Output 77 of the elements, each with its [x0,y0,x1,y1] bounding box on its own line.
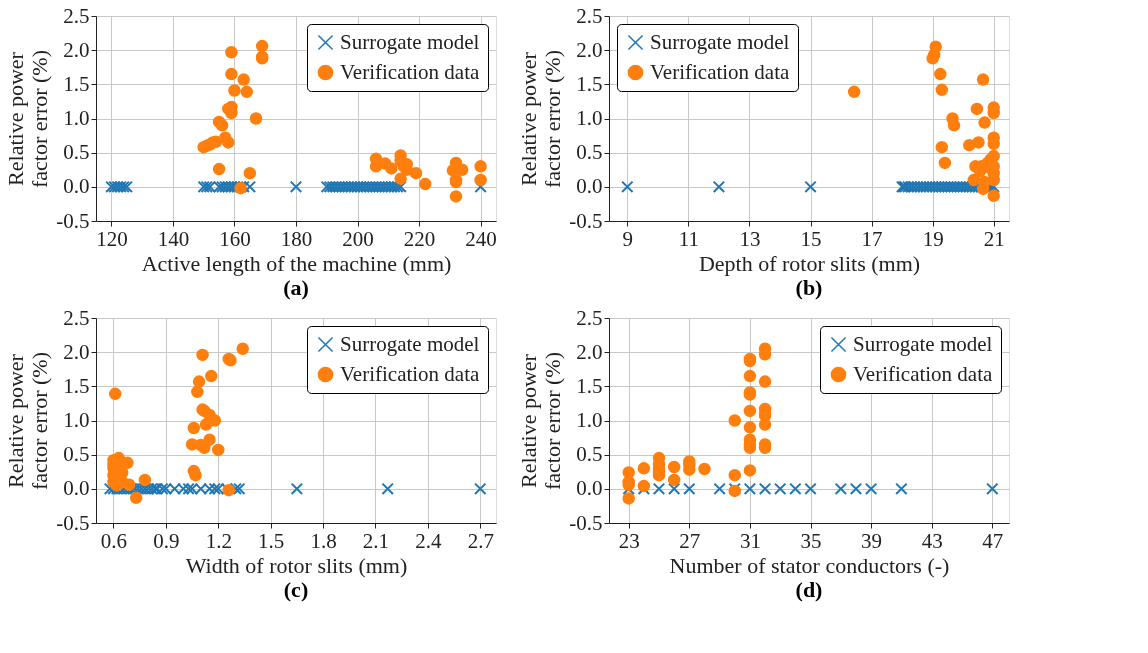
y-tick-label: 2.5 [576,305,603,330]
y-tick-label: 1.0 [576,106,603,130]
y-tick-label: 0.0 [576,476,603,501]
x-tick-label: 27 [679,528,701,553]
y-tick-label: 2.0 [63,37,90,62]
y-tick-label: 1.5 [576,373,603,398]
x-tick-label: 43 [921,528,943,553]
y-axis-title: Relative power factor error (%) [516,351,566,491]
x-tick-label: 2.7 [467,528,494,553]
x-tick-label: 39 [861,528,883,553]
y-tick-label: 0.5 [576,140,603,165]
y-tick-label: 0.5 [63,140,90,165]
y-tick-label: 0.0 [63,174,90,199]
y-tick-label: 1.5 [576,71,603,96]
legend-label: Verification data [853,361,994,386]
y-tick-label: -0.5 [56,510,90,535]
x-tick-label: 0.6 [100,528,128,553]
x-tick-label: 23 [618,528,640,553]
y-tick-label: 0.0 [576,174,603,199]
y-tick-label: 1.0 [63,106,90,130]
x-tick-label: 140 [157,226,190,251]
x-tick-label: 200 [342,226,374,251]
y-axis-title: Relative power factor error (%) [3,351,53,491]
legend-label: Surrogate model [650,29,790,54]
text: (c) [283,577,309,602]
x-tick-label: 35 [800,528,822,553]
x-tick-label: 0.9 [153,528,180,553]
text: (b) [795,275,823,300]
x-tick-label: 15 [800,226,822,251]
y-tick-label: 0.0 [63,476,90,501]
legend-label: Surrogate model [340,29,480,54]
x-tick-label: 21 [983,226,1005,251]
x-tick-label: 1.5 [258,528,285,553]
y-tick-label: 1.5 [63,373,90,398]
x-tick-label: 2.1 [362,528,390,553]
x-tick-label: 240 [465,226,497,251]
x-tick-label: 160 [219,226,251,251]
x-axis-title: Width of rotor slits (mm) [185,552,408,578]
y-tick-label: 2.0 [576,37,603,62]
x-tick-label: 17 [861,226,883,251]
y-axis-title: Relative power factor error (%) [516,49,566,189]
x-tick-label: 1.8 [310,528,337,553]
legend-label: Verification data [650,59,791,84]
y-tick-label: 2.0 [63,339,90,364]
text: (a) [283,275,309,300]
y-tick-label: 2.0 [576,339,603,364]
y-axis-title: Relative power factor error (%) [3,49,53,189]
x-tick-label: 9 [622,226,634,251]
y-tick-label: -0.5 [569,510,603,535]
x-tick-label: 13 [739,226,761,251]
legend-label: Verification data [340,361,481,386]
y-tick-label: 1.5 [63,71,90,96]
y-tick-label: 2.5 [63,3,90,28]
legend-label: Verification data [340,59,481,84]
x-tick-label: 11 [678,226,700,251]
x-tick-label: 180 [280,226,313,251]
legend-label: Surrogate model [853,331,993,356]
legend-label: Surrogate model [340,331,480,356]
x-tick-label: 1.2 [205,528,232,553]
y-tick-label: 2.5 [576,3,603,28]
text: (d) [795,577,823,602]
x-tick-label: 47 [982,528,1004,553]
x-axis-title: Depth of rotor slits (mm) [698,250,921,276]
x-tick-label: 31 [739,528,761,553]
y-tick-label: 1.0 [63,408,90,432]
x-tick-label: 220 [403,226,436,251]
y-tick-label: 0.5 [576,442,603,467]
x-axis-title: Number of stator conductors (-) [669,552,950,578]
x-tick-label: 2.4 [415,528,442,553]
y-tick-label: -0.5 [56,208,90,233]
y-tick-label: -0.5 [569,208,603,233]
y-tick-label: 1.0 [576,408,603,432]
x-tick-label: 19 [922,226,944,251]
x-axis-title: Active length of the machine (mm) [141,250,452,276]
x-tick-label: 120 [96,226,128,251]
y-tick-label: 0.5 [63,442,90,467]
y-tick-label: 2.5 [63,305,90,330]
